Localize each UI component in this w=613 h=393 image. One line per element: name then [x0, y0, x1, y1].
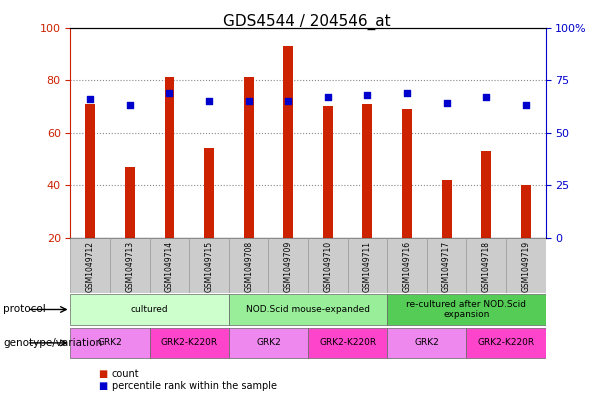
Bar: [229, 238, 268, 293]
Bar: [387, 327, 466, 358]
Bar: [229, 327, 308, 358]
Point: [402, 90, 412, 96]
Bar: [308, 327, 387, 358]
Bar: [268, 238, 308, 293]
Bar: [150, 238, 189, 293]
Bar: [189, 238, 229, 293]
Bar: [150, 327, 229, 358]
Bar: [229, 294, 387, 325]
Bar: [348, 238, 387, 293]
Bar: [387, 238, 427, 293]
Bar: [283, 46, 293, 238]
Bar: [402, 109, 412, 238]
Bar: [70, 327, 150, 358]
Text: GRK2: GRK2: [256, 338, 281, 347]
Bar: [387, 294, 546, 325]
Text: NOD.Scid mouse-expanded: NOD.Scid mouse-expanded: [246, 305, 370, 314]
Point: [362, 92, 372, 98]
Text: GSM1049710: GSM1049710: [323, 241, 332, 292]
Text: GRK2-K220R: GRK2-K220R: [478, 338, 535, 347]
Bar: [481, 151, 491, 238]
Point: [323, 94, 333, 100]
Point: [481, 94, 491, 100]
Bar: [466, 327, 546, 358]
Text: GDS4544 / 204546_at: GDS4544 / 204546_at: [223, 14, 390, 30]
Text: GSM1049708: GSM1049708: [244, 241, 253, 292]
Point: [125, 102, 135, 108]
Text: GSM1049709: GSM1049709: [284, 241, 293, 292]
Bar: [362, 104, 372, 238]
Bar: [204, 149, 214, 238]
Bar: [244, 77, 254, 238]
Bar: [85, 104, 95, 238]
Text: GSM1049716: GSM1049716: [403, 241, 411, 292]
Text: cultured: cultured: [131, 305, 169, 314]
Text: GSM1049717: GSM1049717: [442, 241, 451, 292]
Bar: [164, 77, 175, 238]
Bar: [521, 185, 531, 238]
Bar: [323, 107, 333, 238]
Bar: [506, 238, 546, 293]
Text: GRK2-K220R: GRK2-K220R: [319, 338, 376, 347]
Text: protocol: protocol: [3, 305, 46, 314]
Point: [85, 96, 95, 102]
Point: [204, 98, 214, 104]
Text: GRK2: GRK2: [414, 338, 439, 347]
Point: [521, 102, 531, 108]
Text: re-cultured after NOD.Scid
expansion: re-cultured after NOD.Scid expansion: [406, 300, 527, 319]
Bar: [70, 294, 229, 325]
Bar: [125, 167, 135, 238]
Text: GSM1049719: GSM1049719: [521, 241, 530, 292]
Point: [442, 100, 452, 107]
Text: GRK2-K220R: GRK2-K220R: [161, 338, 218, 347]
Text: GSM1049714: GSM1049714: [165, 241, 174, 292]
Bar: [110, 238, 150, 293]
Text: GSM1049713: GSM1049713: [126, 241, 134, 292]
Text: ■: ■: [98, 381, 107, 391]
Text: GSM1049712: GSM1049712: [86, 241, 95, 292]
Text: genotype/variation: genotype/variation: [3, 338, 102, 348]
Bar: [70, 238, 110, 293]
Bar: [427, 238, 466, 293]
Text: GSM1049711: GSM1049711: [363, 241, 372, 292]
Text: GSM1049718: GSM1049718: [482, 241, 490, 292]
Bar: [466, 238, 506, 293]
Text: GSM1049715: GSM1049715: [205, 241, 213, 292]
Point: [244, 98, 254, 104]
Text: ■: ■: [98, 369, 107, 379]
Point: [164, 90, 174, 96]
Text: count: count: [112, 369, 139, 379]
Point: [283, 98, 293, 104]
Text: percentile rank within the sample: percentile rank within the sample: [112, 381, 276, 391]
Bar: [308, 238, 348, 293]
Text: GRK2: GRK2: [97, 338, 123, 347]
Bar: [441, 180, 452, 238]
